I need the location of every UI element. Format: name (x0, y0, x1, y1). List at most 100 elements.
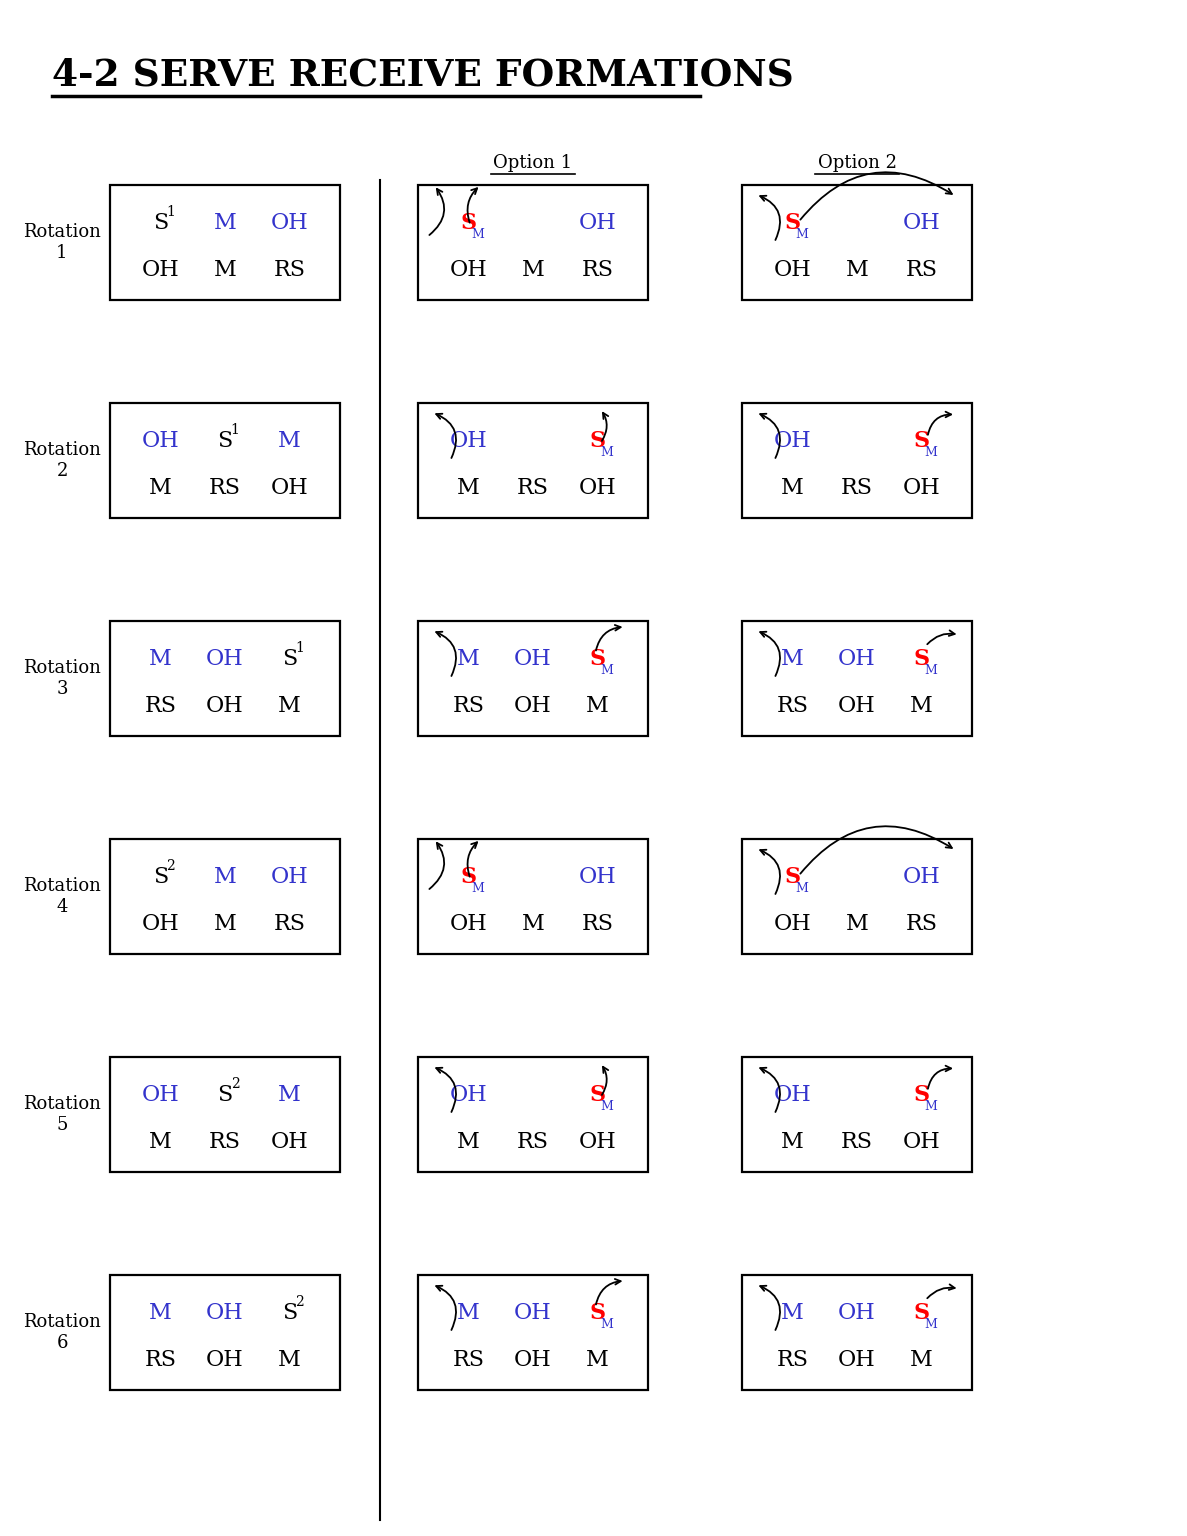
Text: RS: RS (209, 1130, 241, 1154)
Text: OH: OH (514, 694, 552, 717)
Text: S: S (281, 1303, 297, 1324)
Text: RS: RS (776, 1349, 808, 1372)
Text: OH: OH (578, 866, 616, 888)
Text: OH: OH (774, 430, 812, 452)
Text: RS: RS (145, 694, 177, 717)
Text: M: M (278, 430, 300, 452)
Text: OH: OH (207, 648, 243, 670)
Text: M: M (923, 664, 937, 676)
Text: M: M (150, 1130, 172, 1154)
Text: 2: 2 (296, 1295, 304, 1309)
Text: M: M (586, 694, 609, 717)
Text: RS: RS (209, 478, 241, 499)
Text: RS: RS (842, 1130, 872, 1154)
Text: Rotation
5: Rotation 5 (23, 1095, 101, 1134)
Bar (418, 839, 648, 954)
Text: S: S (589, 1303, 605, 1324)
Text: OH: OH (774, 260, 812, 281)
Text: M: M (586, 1349, 609, 1372)
Text: OH: OH (141, 1084, 179, 1106)
Text: Rotation
4: Rotation 4 (23, 877, 101, 915)
Text: M: M (781, 1130, 804, 1154)
Text: M: M (795, 227, 808, 241)
Text: Option 1: Option 1 (494, 154, 572, 172)
Bar (742, 621, 972, 736)
Text: M: M (214, 260, 236, 281)
Text: M: M (521, 912, 545, 935)
Text: M: M (471, 882, 484, 894)
Bar (110, 1057, 339, 1172)
Text: S: S (153, 866, 169, 888)
Text: S: S (217, 430, 233, 452)
Text: M: M (150, 478, 172, 499)
Bar (418, 184, 648, 300)
Text: S: S (913, 1084, 929, 1106)
Text: M: M (278, 1084, 300, 1106)
Text: RS: RS (582, 260, 614, 281)
Text: OH: OH (902, 1130, 940, 1154)
Text: M: M (457, 648, 480, 670)
Text: M: M (521, 260, 545, 281)
Text: OH: OH (141, 912, 179, 935)
Text: OH: OH (207, 1349, 243, 1372)
Text: S: S (461, 866, 477, 888)
Text: OH: OH (450, 430, 488, 452)
Text: S: S (913, 1303, 929, 1324)
Text: Rotation
1: Rotation 1 (23, 223, 101, 263)
Text: OH: OH (578, 212, 616, 233)
Text: M: M (214, 866, 236, 888)
Text: RS: RS (906, 912, 938, 935)
Bar (742, 1057, 972, 1172)
Text: S: S (461, 212, 477, 233)
Text: RS: RS (582, 912, 614, 935)
Text: RS: RS (452, 694, 484, 717)
Text: 4-2 SERVE RECEIVE FORMATIONS: 4-2 SERVE RECEIVE FORMATIONS (52, 57, 794, 94)
Bar (110, 184, 339, 300)
Text: RS: RS (273, 912, 305, 935)
Bar (418, 1057, 648, 1172)
Text: RS: RS (452, 1349, 484, 1372)
Text: M: M (214, 912, 236, 935)
Text: OH: OH (450, 1084, 488, 1106)
Text: OH: OH (838, 648, 876, 670)
Text: S: S (913, 648, 929, 670)
Text: OH: OH (141, 260, 179, 281)
Text: RS: RS (906, 260, 938, 281)
Bar (742, 184, 972, 300)
Text: S: S (785, 866, 801, 888)
Text: RS: RS (776, 694, 808, 717)
Bar (110, 402, 339, 518)
Text: OH: OH (207, 694, 243, 717)
Text: M: M (845, 912, 869, 935)
Text: Rotation
2: Rotation 2 (23, 441, 101, 479)
Text: Rotation
6: Rotation 6 (23, 1313, 101, 1352)
Text: M: M (214, 212, 236, 233)
Text: RS: RS (145, 1349, 177, 1372)
Text: S: S (589, 430, 605, 452)
Text: OH: OH (271, 866, 309, 888)
Text: OH: OH (207, 1303, 243, 1324)
Bar (110, 839, 339, 954)
Text: M: M (457, 1303, 480, 1324)
Text: OH: OH (141, 430, 179, 452)
Text: OH: OH (774, 912, 812, 935)
Text: OH: OH (578, 1130, 616, 1154)
Text: RS: RS (842, 478, 872, 499)
Text: Option 2: Option 2 (818, 154, 896, 172)
Text: Rotation
3: Rotation 3 (23, 659, 101, 697)
Text: S: S (217, 1084, 233, 1106)
Text: M: M (599, 664, 612, 676)
Text: S: S (913, 430, 929, 452)
Bar (742, 839, 972, 954)
Text: OH: OH (838, 1303, 876, 1324)
Text: M: M (599, 1100, 612, 1112)
Text: S: S (589, 648, 605, 670)
Text: M: M (923, 1318, 937, 1330)
Text: OH: OH (838, 1349, 876, 1372)
Bar (418, 621, 648, 736)
Text: M: M (781, 648, 804, 670)
Text: M: M (599, 1318, 612, 1330)
Text: OH: OH (902, 478, 940, 499)
Text: OH: OH (514, 648, 552, 670)
Text: OH: OH (271, 212, 309, 233)
